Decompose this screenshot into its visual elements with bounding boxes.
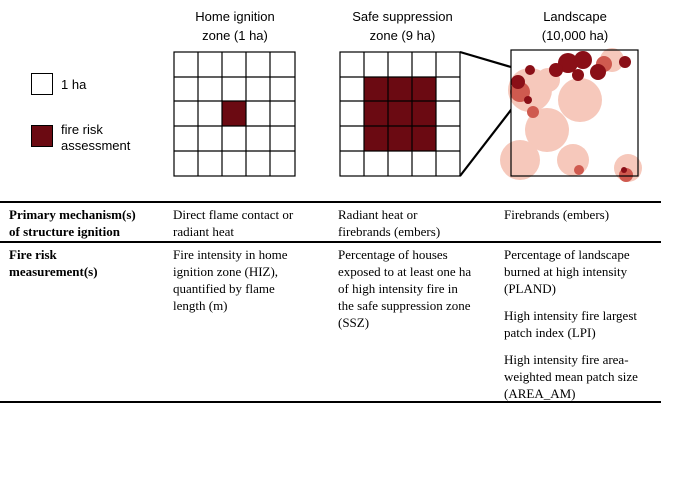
hiz-grid-lines (173, 51, 296, 177)
ssz-risk-area (364, 77, 436, 151)
ssz-title-line1: Safe suppression (352, 9, 453, 24)
landscape-title: Landscape (10,000 ha) (500, 7, 650, 45)
hiz-title-line2: zone (1 ha) (202, 28, 268, 43)
row-mechanism-header: Primary mechanism(s) of structure igniti… (9, 206, 169, 240)
landscape-metric-area-am: High intensity fire area-weighted mean p… (504, 352, 638, 401)
legend-risk-label-line2: assessment (61, 138, 131, 153)
hiz-grid (173, 51, 296, 177)
medium-intensity-patches (510, 56, 633, 182)
row-measurement-hiz: Fire intensity in home ignition zone (HI… (173, 247, 288, 313)
row-measurement-ssz: Percentage of houses exposed to at least… (338, 247, 472, 330)
hiz-risk-cell (222, 101, 246, 126)
zone-diagrams (173, 48, 642, 182)
row-mechanism-header-line2: of structure ignition (9, 224, 120, 239)
ssz-title: Safe suppression zone (9 ha) (330, 7, 475, 45)
table-bottom-rule (0, 401, 661, 403)
row-mechanism-hiz: Direct flame contact or radiant heat (173, 207, 294, 239)
hiz-title-line1: Home ignition (195, 9, 275, 24)
landscape-map-border (510, 49, 639, 177)
landscape-metric-pland: Percentage of landscape burned at high i… (504, 247, 630, 296)
high-intensity-patches (511, 51, 631, 173)
ssz-grid-lines (339, 51, 461, 177)
legend-risk-swatch (31, 125, 53, 147)
landscape-title-line2: (10,000 ha) (541, 28, 609, 43)
row-mechanism-ssz: Radiant heat or firebrands (embers) (338, 207, 441, 239)
landscape-metric-lpi: High intensity fire largest patch index … (504, 308, 637, 340)
row-measurement-header: Fire risk measurement(s) (9, 246, 169, 280)
row-mechanism-landscape: Firebrands (embers) (504, 207, 610, 222)
table-mid-rule (0, 241, 661, 243)
table-top-rule (0, 201, 661, 203)
row-measurement-landscape: Percentage of landscape burned at high i… (504, 246, 664, 412)
ssz-grid (339, 51, 461, 177)
landscape-map (500, 48, 642, 182)
ssz-title-line2: zone (9 ha) (369, 28, 436, 43)
legend-risk-label-line1: fire risk (61, 122, 103, 137)
legend-risk-label: fire risk assessment (61, 122, 130, 154)
landscape-title-line1: Landscape (543, 9, 607, 24)
row-measurement-header-line1: Fire risk (9, 247, 57, 262)
legend-unit-label: 1 ha (61, 77, 87, 92)
row-measurement-header-line2: measurement(s) (9, 264, 98, 279)
legend-unit-swatch (31, 73, 53, 95)
hiz-title: Home ignition zone (1 ha) (170, 7, 300, 45)
row-mechanism-header-line1: Primary mechanism(s) (9, 207, 136, 222)
